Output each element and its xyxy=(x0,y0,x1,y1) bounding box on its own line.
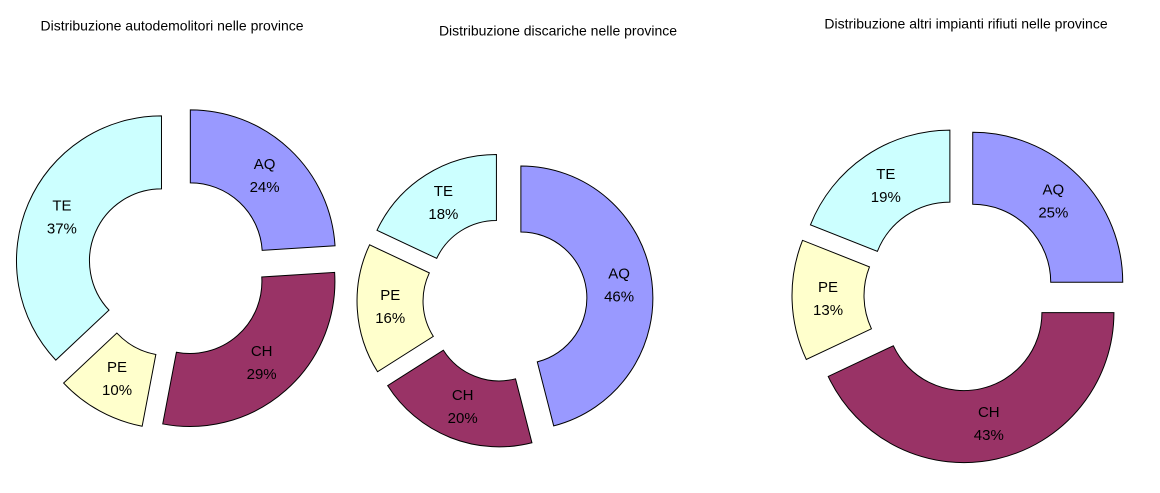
segment-category: CH xyxy=(251,343,273,360)
donut-segment xyxy=(189,109,336,251)
donut-segment xyxy=(972,131,1124,283)
segment-value: 24% xyxy=(250,179,280,196)
segment-category: AQ xyxy=(254,156,276,173)
donut-segment xyxy=(162,271,336,427)
segment-value: 10% xyxy=(102,382,132,399)
donut-segment xyxy=(791,239,873,361)
donut-segment xyxy=(386,349,533,448)
segment-category: PE xyxy=(107,359,127,376)
segment-category: TE xyxy=(52,198,71,215)
segment-category: AQ xyxy=(1042,182,1064,199)
donut-segment xyxy=(827,312,1115,464)
segment-category: AQ xyxy=(608,266,630,283)
chart-title: Distribuzione altri impianti rifiuti nel… xyxy=(824,16,1107,32)
segment-category: PE xyxy=(818,279,838,296)
donut-segment xyxy=(62,332,157,427)
chart-title: Distribuzione autodemolitori nelle provi… xyxy=(40,18,303,34)
segment-value: 13% xyxy=(813,302,843,319)
donut-segment xyxy=(809,129,951,253)
donut-segment xyxy=(356,244,434,373)
segment-value: 43% xyxy=(974,427,1004,444)
segment-value: 16% xyxy=(375,310,405,327)
donut-segment xyxy=(376,153,497,260)
segment-category: CH xyxy=(452,387,474,404)
segment-category: CH xyxy=(978,404,1000,421)
segment-value: 25% xyxy=(1038,205,1068,222)
segment-value: 29% xyxy=(247,366,277,383)
segment-category: PE xyxy=(380,287,400,304)
donut-segment xyxy=(15,115,162,361)
chart-title: Distribuzione discariche nelle province xyxy=(439,23,677,39)
segment-category: TE xyxy=(434,183,453,200)
segment-value: 46% xyxy=(604,289,634,306)
segment-value: 37% xyxy=(47,221,77,238)
segment-value: 18% xyxy=(428,206,458,223)
segment-value: 19% xyxy=(871,189,901,206)
segment-category: TE xyxy=(876,166,895,183)
segment-value: 20% xyxy=(448,410,478,427)
donut-segment xyxy=(520,165,654,427)
